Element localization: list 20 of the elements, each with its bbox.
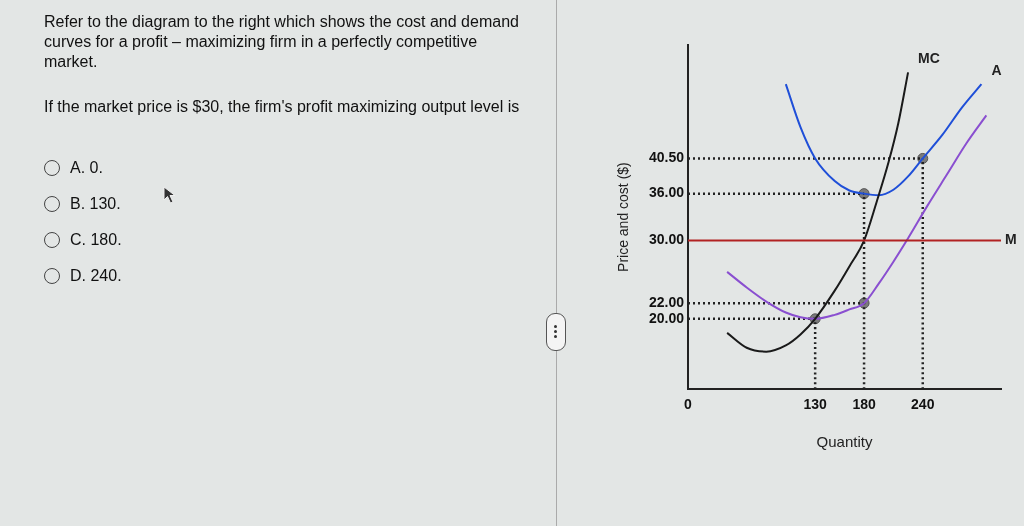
x-tick-label: 0 xyxy=(684,396,693,413)
y-tick-label: 22.00 xyxy=(648,294,685,311)
text: C. 180. xyxy=(70,230,122,250)
y-tick-label: 30.00 xyxy=(648,231,685,248)
y-axis-title: Price and cost ($) xyxy=(615,162,632,272)
x-tick-label: 130 xyxy=(803,396,828,413)
y-tick-label: 36.00 xyxy=(648,184,685,201)
y-tick-label: 40.50 xyxy=(648,149,685,166)
text: Refer to the diagram to the right which shows the cost and demand curves for a profit – maximizing firm in a perfectly competitive market. xyxy=(44,12,520,72)
text: A. 0. xyxy=(70,158,103,178)
text: D. 240. xyxy=(70,266,122,286)
ref-line-label: M xyxy=(1005,231,1017,248)
x-tick-label: 240 xyxy=(911,396,935,413)
y-tick-label: 20.00 xyxy=(648,309,685,326)
text: If the market price is $30, the firm's profit maximizing output level is xyxy=(44,97,521,117)
text: B. 130. xyxy=(70,194,121,214)
series-label: A xyxy=(991,61,1002,78)
x-axis-title: Quantity xyxy=(816,433,873,451)
x-tick-label: 180 xyxy=(852,396,876,413)
series-label: MC xyxy=(918,50,940,67)
